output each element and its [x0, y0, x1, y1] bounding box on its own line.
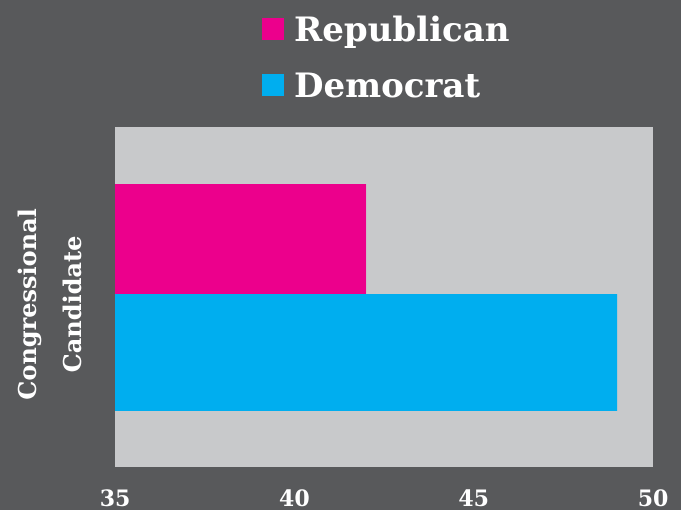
x-tick-label: 45 [458, 486, 489, 510]
bars [115, 184, 618, 411]
legend-label-republican: Republican [294, 10, 509, 50]
y-axis-label-line-1: Congressional [13, 208, 42, 400]
x-tick-label: 40 [279, 486, 310, 510]
bar-republican [115, 184, 367, 294]
x-axis-ticks: 35 40 45 50 [100, 486, 669, 510]
legend-swatch-democrat [262, 74, 284, 96]
legend-swatch-republican [262, 18, 284, 40]
legend: Republican Democrat [262, 10, 509, 106]
bar-democrat [115, 294, 618, 411]
x-tick-label: 50 [638, 486, 669, 510]
x-tick-label: 35 [100, 486, 131, 510]
y-axis-label: Congressional Candidate [13, 208, 87, 400]
y-axis-label-line-2: Candidate [58, 236, 87, 373]
legend-label-democrat: Democrat [294, 66, 480, 106]
